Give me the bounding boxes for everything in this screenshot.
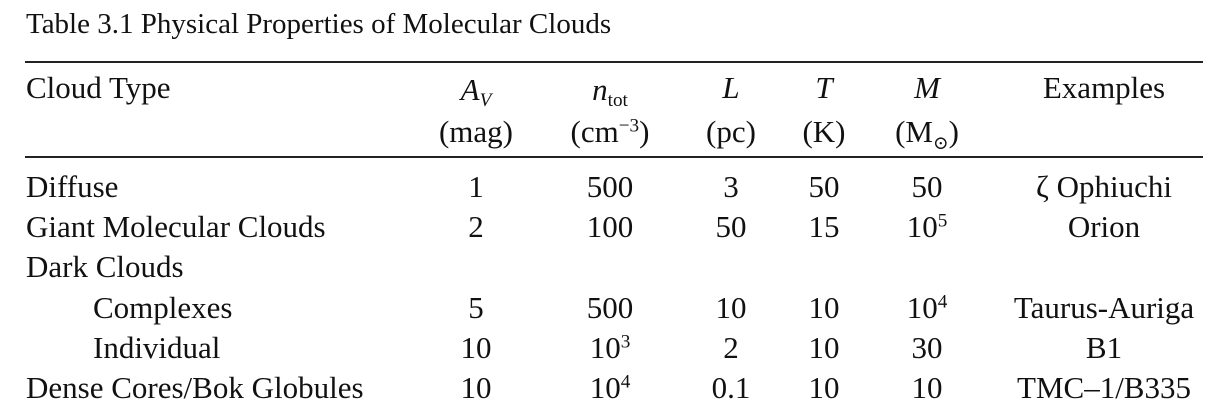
cell-t: 15 [808,209,840,244]
cell-l: 10 [715,290,747,325]
cell-l: 2 [723,330,739,365]
header-m-unit: (M⊙) [895,114,959,154]
header-cloud-type: Cloud Type [26,70,171,105]
header-l-unit: (pc) [706,114,756,149]
cell-t: 10 [808,330,840,365]
cell-l: 0.1 [711,370,751,405]
cell-example: B1 [1085,330,1123,365]
cell-example: TMC–1/B335 [1017,370,1191,405]
cell-m: 50 [911,169,943,204]
cell-ntot: 104 [589,370,631,405]
cell-cloud-type: Complexes [93,290,233,325]
cell-example: ζ Ophiuchi [1036,169,1172,204]
cell-av: 2 [468,209,484,244]
cell-t: 50 [808,169,840,204]
header-ntot: ntot [592,72,628,111]
header-t: T [815,70,833,105]
cell-m: 10 [911,370,943,405]
cell-ntot: 100 [586,209,634,244]
top-rule [25,61,1203,63]
header-av: AV [460,72,492,111]
cell-m: 30 [911,330,943,365]
header-rule [25,156,1203,158]
cell-av: 5 [468,290,484,325]
cell-l: 3 [723,169,739,204]
header-examples: Examples [1042,70,1166,105]
header-l: L [722,70,740,105]
table-caption: Table 3.1 Physical Properties of Molecul… [26,8,612,40]
cell-ntot: 500 [586,290,634,325]
cell-ntot: 500 [586,169,634,204]
cell-cloud-type: Individual [93,330,221,365]
cell-m: 105 [906,209,948,244]
cell-cloud-type: Dark Clouds [26,249,184,284]
header-av-unit: (mag) [438,114,514,149]
cell-m: 104 [906,290,948,325]
cell-av: 10 [460,370,492,405]
cell-av: 10 [460,330,492,365]
cell-example: Taurus-Auriga [1013,290,1195,325]
cell-t: 10 [808,290,840,325]
cell-t: 10 [808,370,840,405]
cell-example: Orion [1067,209,1141,244]
cell-cloud-type: Diffuse [26,169,119,204]
header-m: M [914,70,940,105]
header-t-unit: (K) [802,114,846,149]
cell-cloud-type: Giant Molecular Clouds [26,209,326,244]
cell-ntot: 103 [589,330,631,365]
cell-l: 50 [715,209,747,244]
cell-av: 1 [468,169,484,204]
header-ntot-unit: (cm−3) [570,114,650,149]
cell-cloud-type: Dense Cores/Bok Globules [26,370,364,405]
